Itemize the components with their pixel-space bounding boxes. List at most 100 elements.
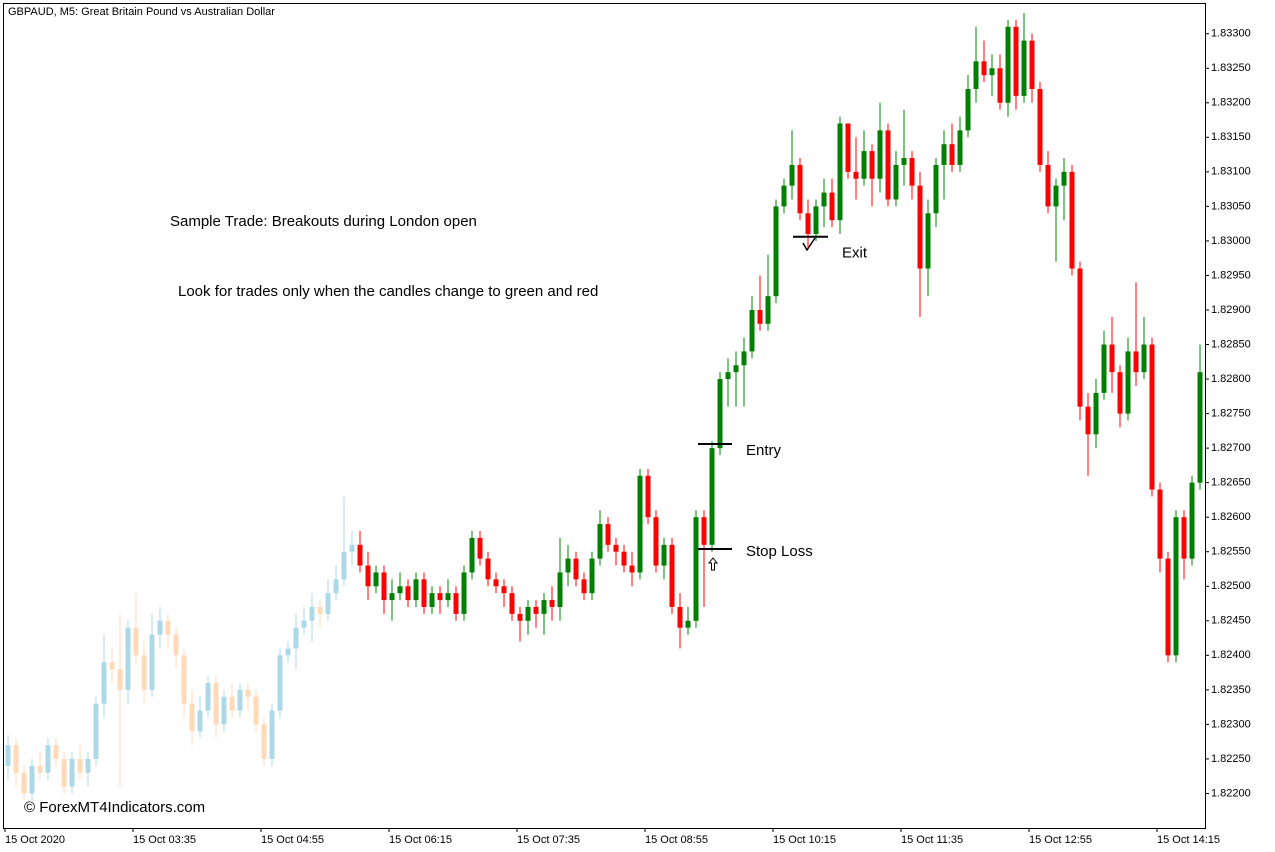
y-tick-label: 1.82600 bbox=[1211, 511, 1251, 523]
candle-body bbox=[461, 572, 467, 614]
x-tick-label: 15 Oct 2020 bbox=[5, 834, 65, 846]
y-tick-label: 1.82350 bbox=[1211, 684, 1251, 696]
candle-body bbox=[1085, 406, 1091, 435]
candle-body bbox=[821, 192, 827, 207]
x-tick-label: 15 Oct 14:15 bbox=[1157, 834, 1220, 846]
x-tick-label: 15 Oct 10:15 bbox=[773, 834, 836, 846]
candle-body bbox=[453, 593, 459, 614]
candle-body bbox=[1181, 517, 1187, 559]
y-tick-label: 1.83100 bbox=[1211, 166, 1251, 178]
candle-body bbox=[1149, 344, 1155, 490]
candle-body bbox=[85, 758, 91, 773]
y-tick-label: 1.82450 bbox=[1211, 615, 1251, 627]
candle-body bbox=[1045, 164, 1051, 207]
y-tick-label: 1.83150 bbox=[1211, 131, 1251, 143]
candle-body bbox=[1165, 558, 1171, 656]
y-tick-label: 1.83050 bbox=[1211, 200, 1251, 212]
candle-body bbox=[973, 61, 979, 89]
candle-body bbox=[1141, 344, 1147, 373]
candle-body bbox=[925, 213, 931, 269]
candle-body bbox=[909, 158, 915, 186]
y-tick-label: 1.82750 bbox=[1211, 407, 1251, 419]
candle-body bbox=[205, 682, 211, 711]
candle-body bbox=[1069, 171, 1075, 269]
candle-body bbox=[1021, 40, 1027, 96]
candle-body bbox=[957, 130, 963, 165]
candle-body bbox=[45, 745, 51, 773]
candle-body bbox=[877, 130, 883, 179]
candle-body bbox=[965, 88, 971, 131]
candle-body bbox=[861, 151, 867, 179]
candle-body bbox=[229, 696, 235, 711]
candle-body bbox=[397, 586, 403, 594]
candle-body bbox=[253, 696, 259, 725]
x-tick-label: 15 Oct 08:55 bbox=[645, 834, 708, 846]
candle-body bbox=[277, 655, 283, 711]
candle-body bbox=[549, 600, 555, 607]
candle-body bbox=[333, 579, 339, 594]
y-tick-label: 1.82700 bbox=[1211, 442, 1251, 454]
candle-body bbox=[301, 620, 307, 628]
candle-body bbox=[853, 171, 859, 179]
candle-body bbox=[261, 724, 267, 759]
candle-body bbox=[1101, 344, 1107, 393]
candle-body bbox=[1037, 88, 1043, 165]
candle-body bbox=[653, 517, 659, 566]
x-tick-label: 15 Oct 11:35 bbox=[901, 834, 963, 846]
candle-body bbox=[213, 682, 219, 725]
candle-body bbox=[949, 144, 955, 165]
candle-body bbox=[245, 689, 251, 697]
candle-body bbox=[597, 524, 603, 559]
candle-body bbox=[325, 593, 331, 614]
level-label: Exit bbox=[842, 245, 868, 262]
candle-body bbox=[117, 669, 123, 690]
candle-body bbox=[5, 745, 11, 766]
candle-body bbox=[805, 213, 811, 235]
candle-body bbox=[293, 627, 299, 649]
y-tick-label: 1.82650 bbox=[1211, 477, 1251, 489]
candle-body bbox=[765, 296, 771, 324]
candle-body bbox=[677, 606, 683, 628]
candle-body bbox=[109, 662, 115, 670]
candle-body bbox=[621, 551, 627, 566]
candle-body bbox=[781, 185, 787, 207]
candle-body bbox=[605, 524, 611, 545]
candle-body bbox=[61, 758, 67, 787]
candle-body bbox=[413, 579, 419, 601]
candle-body bbox=[29, 765, 35, 794]
candle-body bbox=[165, 620, 171, 635]
y-tick-label: 1.82500 bbox=[1211, 580, 1251, 592]
candle-body bbox=[541, 600, 547, 614]
candle-body bbox=[405, 586, 411, 601]
candle-body bbox=[189, 703, 195, 732]
y-tick-label: 1.82900 bbox=[1211, 304, 1251, 316]
candle-body bbox=[709, 448, 715, 545]
candle-body bbox=[357, 544, 363, 566]
y-tick-label: 1.82300 bbox=[1211, 718, 1251, 730]
y-tick-label: 1.82950 bbox=[1211, 269, 1251, 281]
candle-body bbox=[101, 662, 107, 704]
candle-body bbox=[1013, 26, 1019, 96]
candle-body bbox=[365, 565, 371, 587]
candle-body bbox=[221, 696, 227, 725]
annotation: Sample Trade: Breakouts during London op… bbox=[170, 213, 477, 230]
candle-body bbox=[997, 68, 1003, 103]
x-tick-label: 15 Oct 07:35 bbox=[517, 834, 580, 846]
y-tick-label: 1.83300 bbox=[1211, 28, 1251, 40]
candle-body bbox=[845, 123, 851, 172]
candle-body bbox=[941, 144, 947, 165]
level-label: Stop Loss bbox=[746, 543, 813, 560]
y-tick-label: 1.82400 bbox=[1211, 649, 1251, 661]
candle-body bbox=[725, 372, 731, 380]
candle-body bbox=[773, 206, 779, 297]
y-tick-label: 1.82200 bbox=[1211, 787, 1251, 799]
candle-body bbox=[93, 703, 99, 759]
candle-body bbox=[509, 593, 515, 614]
candle-body bbox=[1157, 489, 1163, 559]
candle-body bbox=[981, 61, 987, 76]
candle-body bbox=[645, 475, 651, 518]
candle-body bbox=[989, 68, 995, 76]
candle-body bbox=[269, 710, 275, 759]
candle-body bbox=[157, 620, 163, 635]
